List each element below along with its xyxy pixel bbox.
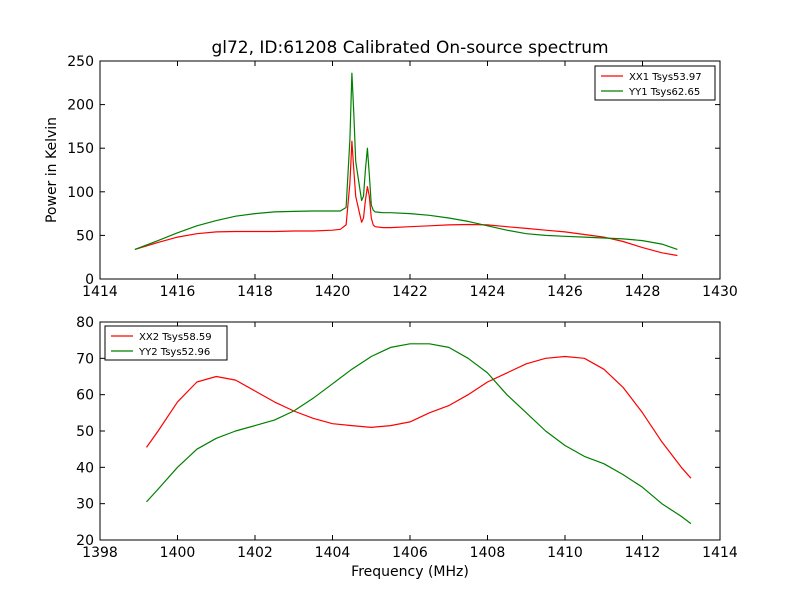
x-tick-label: 1400 — [160, 545, 196, 561]
x-tick-label: 1424 — [470, 284, 506, 300]
figure-title: gl72, ID:61208 Calibrated On-source spec… — [211, 38, 608, 58]
y-tick-label: 70 — [76, 351, 94, 367]
legend: XX2 Tsys58.59 YY2 Tsys52.96 — [104, 325, 228, 361]
x-tick-label: 1416 — [160, 284, 196, 300]
legend-label: XX2 Tsys58.59 — [139, 332, 212, 343]
x-tick-label: 1408 — [470, 545, 506, 561]
x-tick-label: 1414 — [82, 284, 118, 300]
series-line-2 — [134, 72, 678, 250]
series-line-2 — [146, 343, 692, 525]
series-group — [134, 72, 678, 257]
legend-box — [104, 325, 228, 361]
legend: XX1 Tsys53.97 YY1 Tsys62.65 — [594, 65, 716, 101]
x-tick-label: 1418 — [237, 284, 273, 300]
y-tick-label: 250 — [67, 54, 94, 70]
y-tick-label: 60 — [76, 388, 94, 404]
x-tick-label: 1430 — [702, 284, 738, 300]
y-tick-label: 80 — [76, 315, 94, 331]
legend-label: YY1 Tsys62.65 — [628, 87, 700, 98]
x-tick-label: 1414 — [702, 545, 738, 561]
x-tick-label: 1398 — [82, 545, 118, 561]
legend-box — [594, 65, 716, 101]
legend-label: YY2 Tsys52.96 — [138, 347, 210, 358]
chart-panel-2: 1398 1400 1402 1404 1406 1408 1410 1412 1414 20 30… — [76, 315, 738, 580]
series-line-1 — [134, 140, 678, 257]
y-tick-label: 50 — [76, 228, 94, 244]
x-tick-label: 1422 — [392, 284, 428, 300]
series-group — [146, 343, 692, 525]
y-tick-label: 150 — [67, 141, 94, 157]
y-tick-label: 20 — [76, 533, 94, 549]
x-tick-label: 1428 — [625, 284, 661, 300]
x-tick-label: 1402 — [237, 545, 273, 561]
y-tick-label: 50 — [76, 424, 94, 440]
legend-label: XX1 Tsys53.97 — [629, 72, 702, 83]
plot-panels: 1414 1416 1418 1420 1422 1424 1426 1428 14300501… — [44, 54, 738, 580]
y-tick-label: 30 — [76, 497, 94, 513]
x-tick-label: 1412 — [625, 545, 661, 561]
x-axis-label: Frequency (MHz) — [351, 564, 469, 580]
x-tick-label: 1420 — [315, 284, 351, 300]
y-tick-label: 40 — [76, 460, 94, 476]
y-axis-label: Power in Kelvin — [44, 117, 60, 223]
series-line-1 — [146, 355, 692, 479]
x-tick-label: 1406 — [392, 545, 428, 561]
chart-panel-1: 1414 1416 1418 1420 1422 1424 1426 1428 1430 0 50 1… — [44, 54, 738, 300]
x-tick-label: 1410 — [547, 545, 583, 561]
y-tick-label: 200 — [67, 98, 94, 114]
y-tick-label: 0 — [85, 272, 94, 288]
x-tick-label: 1404 — [315, 545, 351, 561]
y-tick-label: 100 — [67, 185, 94, 201]
x-tick-label: 1426 — [547, 284, 583, 300]
